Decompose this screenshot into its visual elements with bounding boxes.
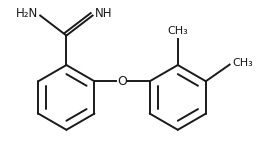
Text: H₂N: H₂N [16,7,38,20]
Text: NH: NH [95,7,113,20]
Text: CH₃: CH₃ [168,26,188,36]
Text: CH₃: CH₃ [232,58,253,68]
Text: O: O [117,75,127,88]
